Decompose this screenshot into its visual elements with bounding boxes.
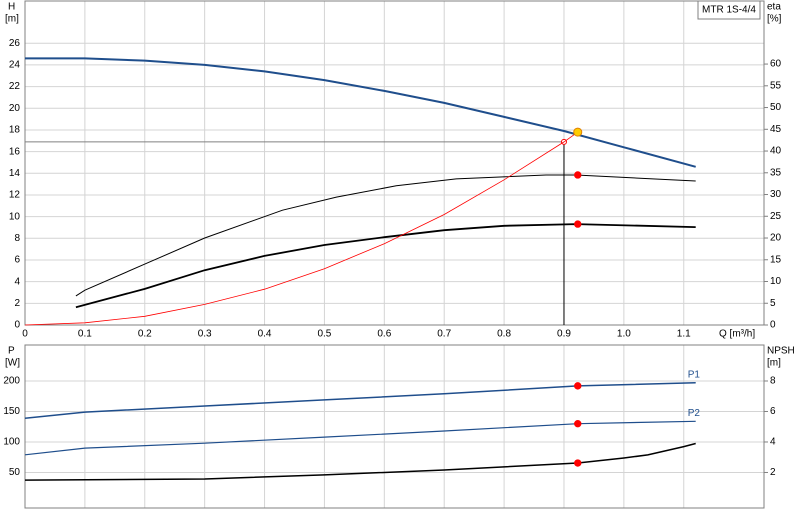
x-tick-label: 0.3 bbox=[198, 329, 212, 340]
marker bbox=[574, 382, 582, 390]
y2-axis-unit: [m] bbox=[767, 358, 781, 369]
y2-tick-label: 2 bbox=[770, 467, 776, 478]
marker bbox=[574, 459, 582, 467]
y-tick-label: 6 bbox=[14, 255, 20, 266]
y2-tick-label: 55 bbox=[770, 80, 782, 91]
y2-tick-label: 5 bbox=[770, 298, 776, 309]
x-tick-label: 0.7 bbox=[437, 329, 451, 340]
x-tick-label: 1.1 bbox=[677, 329, 691, 340]
y-tick-label: 100 bbox=[3, 437, 20, 448]
y-tick-label: 24 bbox=[9, 60, 21, 71]
y-tick-label: 0 bbox=[14, 320, 20, 331]
x-tick-label: 0.8 bbox=[497, 329, 511, 340]
y2-tick-label: 20 bbox=[770, 233, 782, 244]
plot-frame bbox=[24, 0, 765, 326]
y-axis-unit: [W] bbox=[5, 358, 20, 369]
y2-tick-label: 45 bbox=[770, 124, 782, 135]
y2-tick-label: 30 bbox=[770, 189, 782, 200]
y2-tick-label: 0 bbox=[770, 320, 776, 331]
y-tick-label: 22 bbox=[9, 81, 21, 92]
y2-tick-label: 4 bbox=[770, 437, 776, 448]
curve bbox=[75, 223, 696, 309]
x-tick-label: 0.2 bbox=[138, 329, 152, 340]
curve-label: P2 bbox=[688, 408, 701, 419]
y-tick-label: 20 bbox=[9, 103, 21, 114]
y2-axis-unit: [%] bbox=[767, 14, 782, 25]
curve bbox=[24, 131, 579, 326]
marker bbox=[574, 220, 582, 228]
y2-tick-label: 25 bbox=[770, 211, 782, 222]
y2-tick-label: 8 bbox=[770, 376, 776, 387]
x-tick-label: 1.0 bbox=[617, 329, 631, 340]
y-tick-label: 50 bbox=[9, 467, 21, 478]
y-tick-label: 10 bbox=[9, 211, 21, 222]
y2-tick-label: 15 bbox=[770, 254, 782, 265]
plot-frame bbox=[24, 344, 765, 509]
y-axis-label: P bbox=[8, 346, 15, 357]
x-tick-label: 0.5 bbox=[317, 329, 331, 340]
x-tick-label: 0.6 bbox=[377, 329, 391, 340]
x-tick-label: 0.4 bbox=[258, 329, 272, 340]
y-tick-label: 4 bbox=[14, 276, 20, 287]
y-tick-label: 12 bbox=[9, 190, 21, 201]
marker bbox=[573, 127, 583, 137]
y-axis-unit: [m] bbox=[5, 14, 19, 25]
y-tick-label: 200 bbox=[3, 376, 20, 387]
marker bbox=[574, 419, 582, 428]
y2-axis-label: eta bbox=[767, 2, 781, 13]
y2-tick-label: 50 bbox=[770, 102, 782, 113]
curve bbox=[75, 174, 696, 297]
y-tick-label: 26 bbox=[9, 38, 21, 49]
y-tick-label: 14 bbox=[9, 168, 21, 179]
y-axis-label: H bbox=[8, 2, 15, 13]
y-tick-label: 18 bbox=[9, 125, 21, 136]
y2-axis-label: NPSH bbox=[767, 346, 795, 357]
x-tick-label: 0 bbox=[22, 329, 28, 340]
y-tick-label: 150 bbox=[3, 406, 20, 417]
chart-title: MTR 1S-4/4 bbox=[702, 5, 756, 16]
marker bbox=[574, 171, 582, 179]
x-tick-label: 0.9 bbox=[557, 329, 571, 340]
y2-tick-label: 60 bbox=[770, 59, 782, 70]
y2-tick-label: 40 bbox=[770, 146, 782, 157]
x-axis-label: Q [m³/h] bbox=[719, 329, 755, 340]
y-tick-label: 16 bbox=[9, 146, 21, 157]
y2-tick-label: 35 bbox=[770, 167, 782, 178]
curve-label: P1 bbox=[688, 369, 701, 380]
x-tick-label: 0.1 bbox=[78, 329, 92, 340]
y2-tick-label: 6 bbox=[770, 406, 776, 417]
y-tick-label: 2 bbox=[14, 298, 20, 309]
title-box bbox=[697, 0, 761, 20]
y-tick-label: 8 bbox=[14, 233, 20, 244]
y2-tick-label: 10 bbox=[770, 276, 782, 287]
